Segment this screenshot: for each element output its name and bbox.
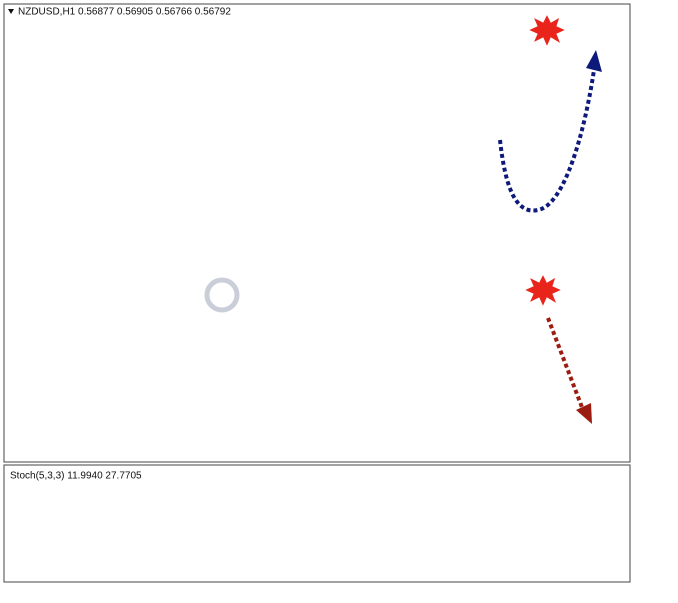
- arrow-head: [576, 403, 592, 424]
- starburst: [522, 272, 564, 309]
- drop-arrow: [546, 317, 585, 411]
- watermark-logo: [204, 277, 240, 313]
- watermark-layer: [204, 277, 240, 313]
- bounce-arrow: [498, 69, 596, 213]
- stoch-panel: [3, 464, 631, 583]
- menu-triangle: [8, 9, 14, 14]
- arrow-head: [586, 50, 602, 72]
- chart-title: NZDUSD,H1 0.56877 0.56905 0.56766 0.5679…: [18, 7, 231, 18]
- annotation-layer: NZDUSD,H1 0.56877 0.56905 0.56766 0.5679…: [8, 7, 602, 482]
- starburst: [526, 12, 568, 49]
- main-panel: [3, 3, 631, 463]
- stoch-title: Stoch(5,3,3) 11.9940 27.7705: [10, 471, 142, 482]
